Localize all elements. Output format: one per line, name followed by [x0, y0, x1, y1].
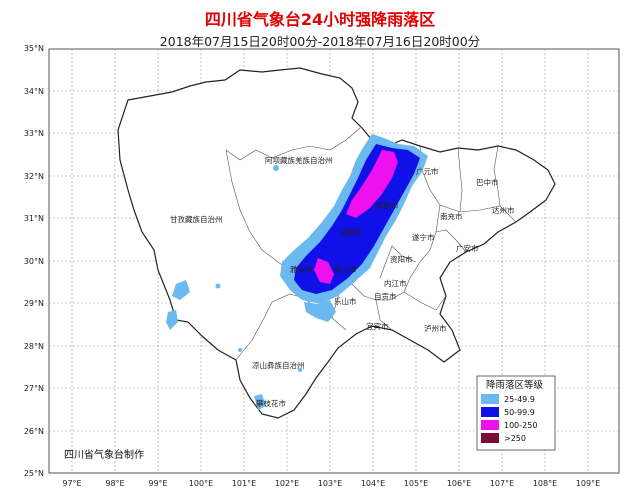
legend-label-25-49: 25-49.9 — [504, 395, 535, 404]
lon-label-108: 108°E — [533, 479, 557, 488]
lon-label-100: 100°E — [189, 479, 213, 488]
legend-title: 降雨落区等级 — [486, 379, 544, 391]
rain-spot-aba — [273, 165, 279, 171]
region-label-ganzi: 甘孜藏族自治州 — [170, 214, 223, 224]
lat-label-26: 26°N — [24, 427, 44, 436]
lon-label-104: 104°E — [361, 479, 385, 488]
credit-text: 四川省气象台制作 — [64, 448, 144, 461]
legend: 降雨落区等级 25-49.9 50-99.9 100-250 >250 — [476, 375, 556, 451]
lon-label-106: 106°E — [447, 479, 471, 488]
lat-label-27: 27°N — [24, 384, 44, 393]
rain-spot-ganzi — [215, 283, 221, 289]
city-label-yaan: 雅安市 — [290, 264, 313, 274]
lat-label-34: 34°N — [24, 87, 44, 96]
lon-label-107: 107°E — [490, 479, 514, 488]
rain-zone-25-49-south — [304, 300, 336, 322]
city-label-neijiang: 内江市 — [384, 278, 407, 288]
legend-label-100-250: 100-250 — [504, 421, 537, 430]
rain-zone-25-49-west2 — [166, 310, 178, 330]
rain-spot-liangshan — [238, 348, 242, 352]
lat-label-29: 29°N — [24, 299, 44, 308]
legend-label-50-99: 50-99.9 — [504, 408, 535, 417]
map-subtitle: 2018年07月15日20时00分-2018年07月16日20时00分 — [159, 34, 481, 49]
city-label-meishan: 眉山市 — [334, 264, 357, 274]
lon-label-109: 109°E — [576, 479, 600, 488]
city-label-guangyuan: 广元市 — [416, 166, 439, 176]
city-label-bazhong: 巴中市 — [476, 177, 499, 187]
lat-label-31: 31°N — [24, 214, 44, 223]
city-label-dazhou: 达州市 — [492, 205, 515, 215]
legend-label-over-250: >250 — [504, 434, 526, 443]
rain-zone-100-250-south — [314, 258, 334, 284]
city-label-yibin: 宜宾市 — [366, 321, 389, 331]
lat-label-32: 32°N — [24, 172, 44, 181]
lon-label-99: 99°E — [148, 479, 167, 488]
city-label-leshan: 乐山市 — [334, 296, 357, 306]
rain-zone-25-49-west — [172, 280, 190, 300]
city-label-zigong: 自贡市 — [374, 291, 397, 301]
rain-zone-100-250-north — [346, 150, 398, 218]
map-title: 四川省气象台24小时强降雨落区 — [204, 10, 436, 29]
lat-label-35: 35°N — [24, 44, 44, 53]
city-label-ziyang: 资阳市 — [390, 254, 413, 264]
lat-label-30: 30°N — [24, 257, 44, 266]
lat-label-25: 25°N — [24, 469, 44, 478]
rain-zone-25-49-panzhihua — [254, 394, 266, 410]
city-label-guang-an: 广安市 — [456, 243, 479, 253]
lon-label-97: 97°E — [62, 479, 81, 488]
legend-swatch-100-250 — [481, 420, 499, 430]
rain-spot-liangshan2 — [298, 368, 302, 372]
lon-label-103: 103°E — [318, 479, 342, 488]
legend-swatch-over-250 — [481, 433, 499, 443]
city-label-nanchong: 南充市 — [440, 211, 463, 221]
lon-label-98: 98°E — [105, 479, 124, 488]
region-label-aba: 阿坝藏族羌族自治州 — [265, 155, 333, 165]
city-label-chengdu: 成都市 — [340, 227, 363, 237]
region-label-liangshan: 凉山彝族自治州 — [252, 360, 305, 370]
region-label-panzhihua: 攀枝花市 — [256, 398, 286, 408]
city-label-luzhou: 泸州市 — [424, 323, 447, 333]
lon-label-101: 101°E — [232, 479, 256, 488]
city-label-suining: 遂宁市 — [412, 232, 435, 242]
lon-label-102: 102°E — [275, 479, 299, 488]
legend-swatch-25-49 — [481, 394, 499, 404]
legend-swatch-50-99 — [481, 407, 499, 417]
lat-label-33: 33°N — [24, 129, 44, 138]
city-label-mianyang: 绵阳市 — [376, 200, 399, 210]
lon-label-105: 105°E — [404, 479, 428, 488]
lat-label-28: 28°N — [24, 342, 44, 351]
